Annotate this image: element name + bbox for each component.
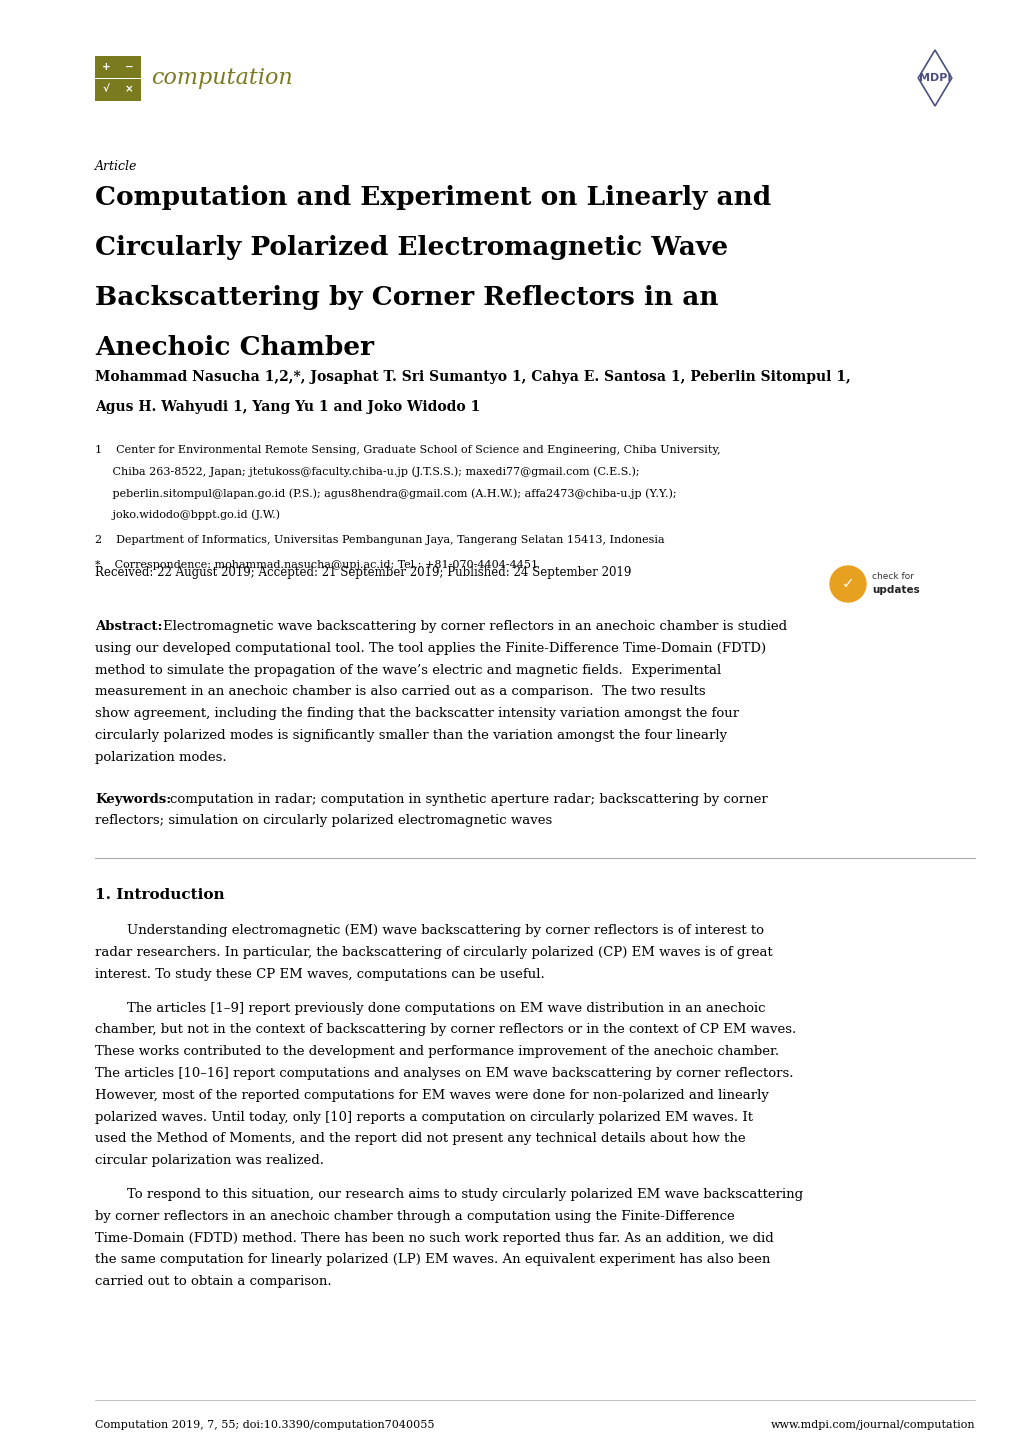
Bar (118, 55, 141, 78)
Text: measurement in an anechoic chamber is also carried out as a comparison.  The two: measurement in an anechoic chamber is al… (95, 685, 705, 698)
Text: MDPI: MDPI (918, 74, 951, 84)
Text: 1. Introduction: 1. Introduction (95, 888, 224, 903)
Text: The articles [1–9] report previously done computations on EM wave distribution i: The articles [1–9] report previously don… (127, 1002, 764, 1015)
Bar (118, 78, 141, 101)
Text: Time-Domain (FDTD) method. There has been no such work reported thus far. As an : Time-Domain (FDTD) method. There has bee… (95, 1231, 773, 1244)
Text: used the Method of Moments, and the report did not present any technical details: used the Method of Moments, and the repo… (95, 1132, 745, 1145)
Text: Backscattering by Corner Reflectors in an: Backscattering by Corner Reflectors in a… (95, 286, 717, 310)
Text: ✓: ✓ (841, 577, 854, 591)
Text: Circularly Polarized Electromagnetic Wave: Circularly Polarized Electromagnetic Wav… (95, 235, 728, 260)
Text: The articles [10–16] report computations and analyses on EM wave backscattering : The articles [10–16] report computations… (95, 1067, 793, 1080)
Bar (95, 78, 117, 101)
Circle shape (829, 567, 865, 601)
Text: computation in radar; computation in synthetic aperture radar; backscattering by: computation in radar; computation in syn… (170, 793, 767, 806)
Text: joko.widodo@bppt.go.id (J.W.): joko.widodo@bppt.go.id (J.W.) (95, 509, 280, 521)
Text: show agreement, including the finding that the backscatter intensity variation a: show agreement, including the finding th… (95, 707, 739, 720)
Text: However, most of the reported computations for EM waves were done for non-polari: However, most of the reported computatio… (95, 1089, 768, 1102)
Text: Agus H. Wahyudi 1, Yang Yu 1 and Joko Widodo 1: Agus H. Wahyudi 1, Yang Yu 1 and Joko Wi… (95, 399, 480, 414)
Text: chamber, but not in the context of backscattering by corner reflectors or in the: chamber, but not in the context of backs… (95, 1024, 796, 1037)
Text: *    Correspondence: mohammad.nasucha@upj.ac.id; Tel.: +81-070-4404-4451: * Correspondence: mohammad.nasucha@upj.a… (95, 561, 538, 571)
Text: using our developed computational tool. The tool applies the Finite-Difference T: using our developed computational tool. … (95, 642, 765, 655)
Text: −: − (125, 62, 133, 72)
Text: These works contributed to the development and performance improvement of the an: These works contributed to the developme… (95, 1045, 779, 1058)
Text: Anechoic Chamber: Anechoic Chamber (95, 335, 374, 360)
Text: check for: check for (871, 571, 913, 581)
Text: by corner reflectors in an anechoic chamber through a computation using the Fini: by corner reflectors in an anechoic cham… (95, 1210, 734, 1223)
Text: To respond to this situation, our research aims to study circularly polarized EM: To respond to this situation, our resear… (127, 1188, 802, 1201)
Text: updates: updates (871, 585, 919, 596)
Text: Electromagnetic wave backscattering by corner reflectors in an anechoic chamber : Electromagnetic wave backscattering by c… (163, 620, 787, 633)
Text: carried out to obtain a comparison.: carried out to obtain a comparison. (95, 1275, 331, 1288)
Text: radar researchers. In particular, the backscattering of circularly polarized (CP: radar researchers. In particular, the ba… (95, 946, 772, 959)
Text: ×: × (125, 85, 133, 95)
Text: Chiba 263-8522, Japan; jtetukoss@faculty.chiba-u.jp (J.T.S.S.); maxedi77@gmail.c: Chiba 263-8522, Japan; jtetukoss@faculty… (95, 467, 639, 477)
Bar (95, 55, 117, 78)
Text: Mohammad Nasucha 1,2,*, Josaphat T. Sri Sumantyo 1, Cahya E. Santosa 1, Peberlin: Mohammad Nasucha 1,2,*, Josaphat T. Sri … (95, 371, 850, 384)
Text: Understanding electromagnetic (EM) wave backscattering by corner reflectors is o: Understanding electromagnetic (EM) wave … (127, 924, 763, 937)
Text: interest. To study these CP EM waves, computations can be useful.: interest. To study these CP EM waves, co… (95, 968, 544, 981)
Text: reflectors; simulation on circularly polarized electromagnetic waves: reflectors; simulation on circularly pol… (95, 815, 551, 828)
Text: www.mdpi.com/journal/computation: www.mdpi.com/journal/computation (769, 1420, 974, 1430)
Text: Keywords:: Keywords: (95, 793, 171, 806)
Text: method to simulate the propagation of the wave’s electric and magnetic fields.  : method to simulate the propagation of th… (95, 663, 720, 676)
Text: polarized waves. Until today, only [10] reports a computation on circularly pola: polarized waves. Until today, only [10] … (95, 1110, 752, 1123)
Text: polarization modes.: polarization modes. (95, 751, 226, 764)
Text: 2    Department of Informatics, Universitas Pembangunan Jaya, Tangerang Selatan : 2 Department of Informatics, Universitas… (95, 535, 664, 545)
Text: Computation 2019, 7, 55; doi:10.3390/computation7040055: Computation 2019, 7, 55; doi:10.3390/com… (95, 1420, 434, 1430)
Text: +: + (102, 62, 111, 72)
Text: √: √ (103, 85, 110, 95)
Text: Abstract:: Abstract: (95, 620, 162, 633)
Text: 1    Center for Environmental Remote Sensing, Graduate School of Science and Eng: 1 Center for Environmental Remote Sensin… (95, 446, 719, 456)
Text: peberlin.sitompul@lapan.go.id (P.S.); agus8hendra@gmail.com (A.H.W.); affa2473@c: peberlin.sitompul@lapan.go.id (P.S.); ag… (95, 487, 676, 499)
Text: Article: Article (95, 160, 138, 173)
Text: circularly polarized modes is significantly smaller than the variation amongst t: circularly polarized modes is significan… (95, 730, 727, 743)
Text: Computation and Experiment on Linearly and: Computation and Experiment on Linearly a… (95, 185, 770, 211)
Text: circular polarization was realized.: circular polarization was realized. (95, 1154, 324, 1167)
Text: computation: computation (151, 66, 292, 89)
Text: the same computation for linearly polarized (LP) EM waves. An equivalent experim: the same computation for linearly polari… (95, 1253, 769, 1266)
Text: Received: 22 August 2019; Accepted: 21 September 2019; Published: 24 September 2: Received: 22 August 2019; Accepted: 21 S… (95, 567, 631, 580)
